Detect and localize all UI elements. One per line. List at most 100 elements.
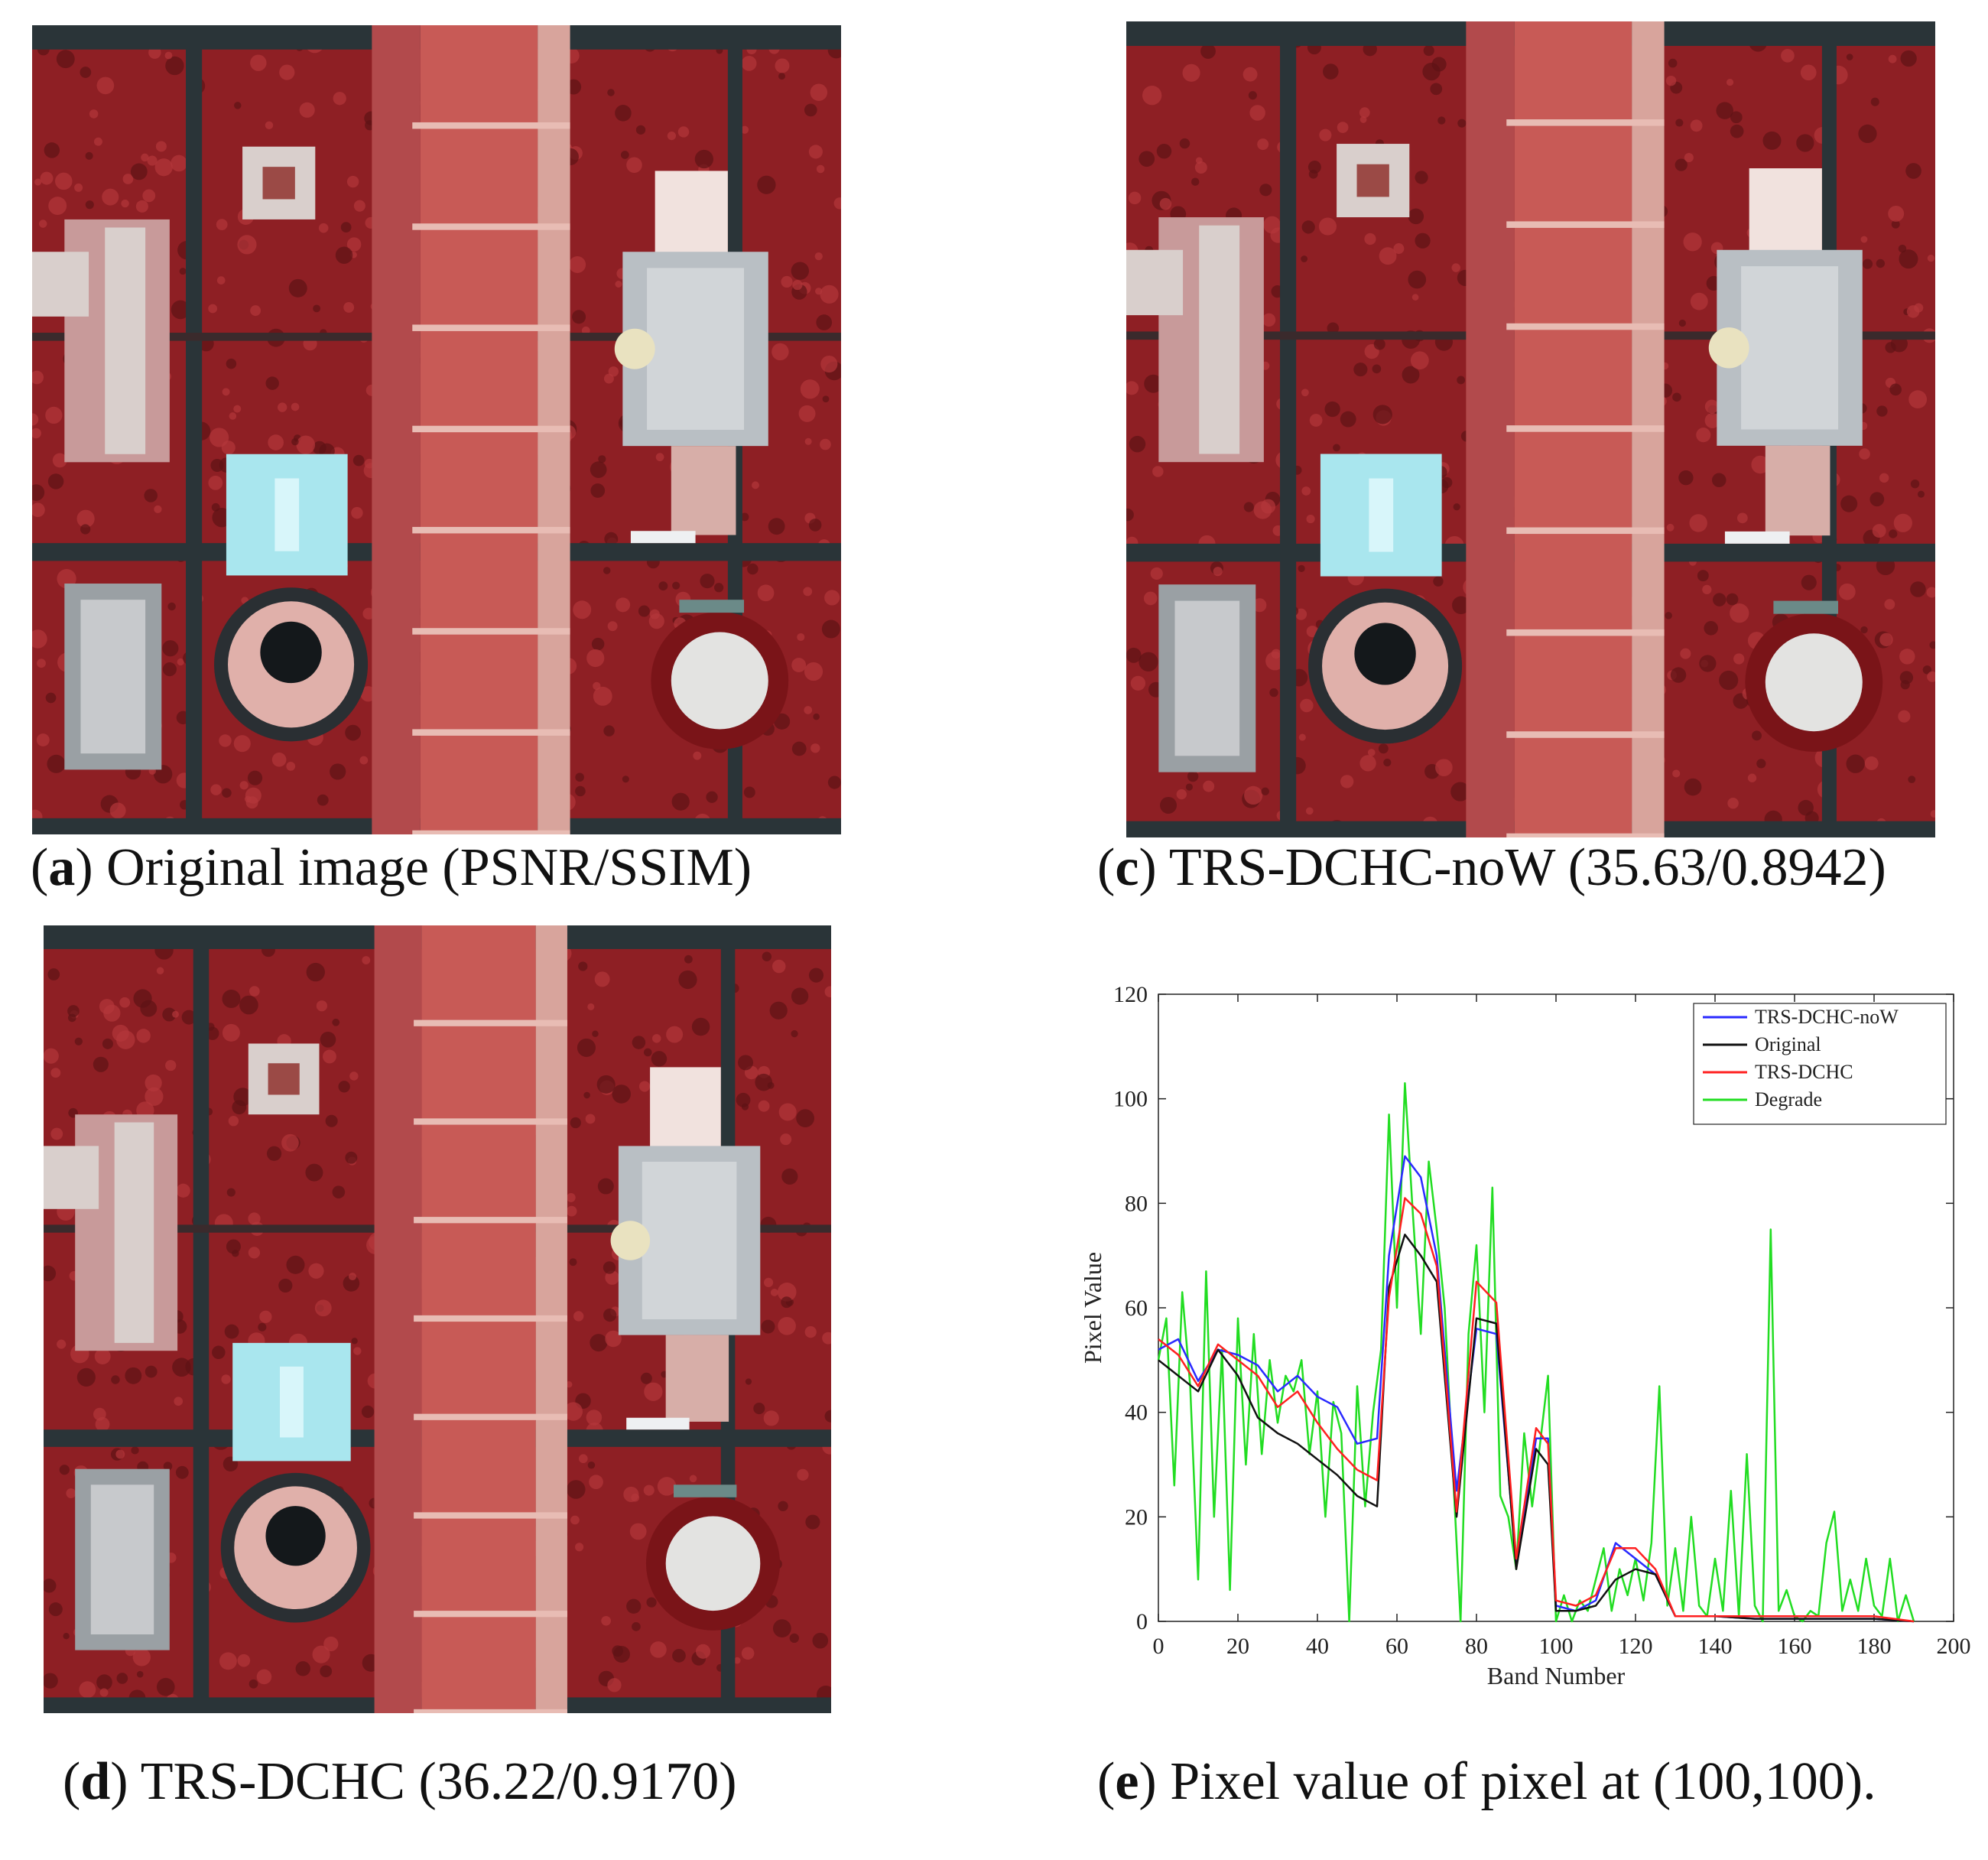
mall-crosswalk xyxy=(1506,221,1665,228)
left-building-1-roof xyxy=(114,1122,154,1343)
left-building-3-roof xyxy=(1174,600,1240,756)
left-building-1-roof xyxy=(1199,225,1240,454)
small-building-center xyxy=(268,1063,300,1095)
right-building-main-roof xyxy=(1741,266,1839,430)
fountain-center xyxy=(1765,633,1863,732)
right-building-south xyxy=(665,1335,729,1422)
mall-crosswalk xyxy=(414,1512,567,1519)
fountain-plaque xyxy=(679,600,745,613)
mall-crosswalk xyxy=(414,1118,567,1125)
left-building-2 xyxy=(32,252,89,317)
caption-c-text: ) TRS-DCHC-noW (35.63/0.8942) xyxy=(1139,838,1886,897)
panel-c-image xyxy=(1126,21,1935,837)
y-tick-label: 40 xyxy=(1125,1400,1148,1426)
right-building-top xyxy=(1749,168,1822,259)
legend-box xyxy=(1693,1003,1947,1125)
panel-d-image xyxy=(44,925,831,1713)
x-tick-label: 60 xyxy=(1385,1634,1408,1659)
x-tick-label: 180 xyxy=(1857,1634,1892,1659)
road-vertical-1 xyxy=(1280,21,1297,837)
fountain-plaque xyxy=(1773,600,1839,614)
mall-crosswalk xyxy=(412,830,570,834)
x-tick-label: 120 xyxy=(1619,1634,1653,1659)
y-tick-label: 120 xyxy=(1113,982,1148,1007)
y-axis-label: Pixel Value xyxy=(1079,1252,1106,1364)
road-vertical-1 xyxy=(193,925,210,1713)
caption-a: (a) Original image (PSNR/SSIM) xyxy=(31,838,752,897)
mall-crosswalk xyxy=(1506,425,1665,432)
cyan-roof-center xyxy=(280,1366,304,1438)
mall-crosswalk xyxy=(414,1611,567,1618)
x-tick-label: 160 xyxy=(1778,1634,1812,1659)
right-building-south xyxy=(1765,445,1830,536)
mall-crosswalk xyxy=(1506,833,1665,837)
y-tick-label: 80 xyxy=(1125,1191,1148,1216)
legend-label: TRS-DCHC xyxy=(1755,1061,1853,1083)
round-building-center xyxy=(260,621,322,684)
panel-a-image xyxy=(32,25,841,834)
left-building-2 xyxy=(1126,249,1184,316)
left-building-1-roof xyxy=(105,227,146,454)
mall-crosswalk xyxy=(412,729,570,736)
right-building-dome xyxy=(1708,327,1749,369)
y-tick-label: 20 xyxy=(1125,1504,1148,1530)
caption-a-text: ) Original image (PSNR/SSIM) xyxy=(75,838,752,897)
right-building-top xyxy=(650,1067,721,1154)
right-building-sign xyxy=(1724,531,1790,544)
mall-crosswalk xyxy=(414,1019,567,1026)
small-building-center xyxy=(1356,164,1389,197)
caption-c: (c) TRS-DCHC-noW (35.63/0.8942) xyxy=(1097,838,1886,897)
right-building-main-roof xyxy=(642,1162,737,1319)
mall-crosswalk xyxy=(1506,119,1665,126)
caption-a-letter: a xyxy=(48,838,76,897)
x-tick-label: 0 xyxy=(1153,1634,1165,1659)
trs-dchc-image xyxy=(44,925,831,1713)
mall-crosswalk xyxy=(1506,323,1665,330)
right-building-sign xyxy=(630,531,696,544)
caption-d-text: ) TRS-DCHC (36.22/0.9170) xyxy=(110,1752,737,1811)
round-building-center xyxy=(265,1506,326,1566)
caption-c-letter: c xyxy=(1115,838,1139,897)
x-tick-label: 40 xyxy=(1306,1634,1329,1659)
x-tick-label: 80 xyxy=(1465,1634,1488,1659)
mall-crosswalk xyxy=(414,1315,567,1322)
small-building-center xyxy=(262,167,295,200)
fountain-center xyxy=(671,632,768,730)
mall-crosswalk xyxy=(414,1709,567,1713)
x-axis-label: Band Number xyxy=(1487,1662,1626,1689)
mall-crosswalk xyxy=(412,425,570,433)
y-tick-label: 60 xyxy=(1125,1296,1148,1321)
original-image xyxy=(32,25,841,834)
mall-side-left xyxy=(372,25,421,834)
left-building-2 xyxy=(44,1146,99,1209)
x-tick-label: 20 xyxy=(1226,1634,1249,1659)
mall-crosswalk xyxy=(412,223,570,230)
right-building-dome xyxy=(610,1221,651,1260)
mall-crosswalk xyxy=(414,1217,567,1224)
cyan-roof-center xyxy=(274,478,300,551)
mall-crosswalk xyxy=(414,1413,567,1420)
left-building-3-roof xyxy=(90,1484,154,1634)
mall-crosswalk xyxy=(412,324,570,331)
mall-crosswalk xyxy=(1506,527,1665,535)
caption-e: (e) Pixel value of pixel at (100,100). xyxy=(1097,1752,1876,1811)
series-line-trs-dchc xyxy=(1158,1197,1915,1623)
legend-label: TRS-DCHC-noW xyxy=(1755,1006,1899,1028)
x-tick-label: 100 xyxy=(1539,1634,1574,1659)
right-building-south xyxy=(671,446,736,535)
right-building-top xyxy=(655,171,728,260)
mall-side-left xyxy=(1466,21,1515,837)
trs-dchc-now-image xyxy=(1126,21,1935,837)
pixel-value-chart: 0 20 40 60 80 100 120 140 160 180 200 0 20 40 60 80 100 1… xyxy=(1079,982,1971,1689)
mall-crosswalk xyxy=(1506,629,1665,636)
right-building-dome xyxy=(614,328,655,369)
road-vertical-1 xyxy=(186,25,203,834)
mall-crosswalk xyxy=(412,628,570,635)
right-building-sign xyxy=(626,1417,690,1430)
left-building-3-roof xyxy=(80,600,146,754)
legend-label: Original xyxy=(1755,1033,1821,1055)
mall-crosswalk xyxy=(1506,731,1665,738)
mall-crosswalk xyxy=(412,526,570,534)
mall-crosswalk xyxy=(412,122,570,129)
x-tick-label: 200 xyxy=(1937,1634,1971,1659)
